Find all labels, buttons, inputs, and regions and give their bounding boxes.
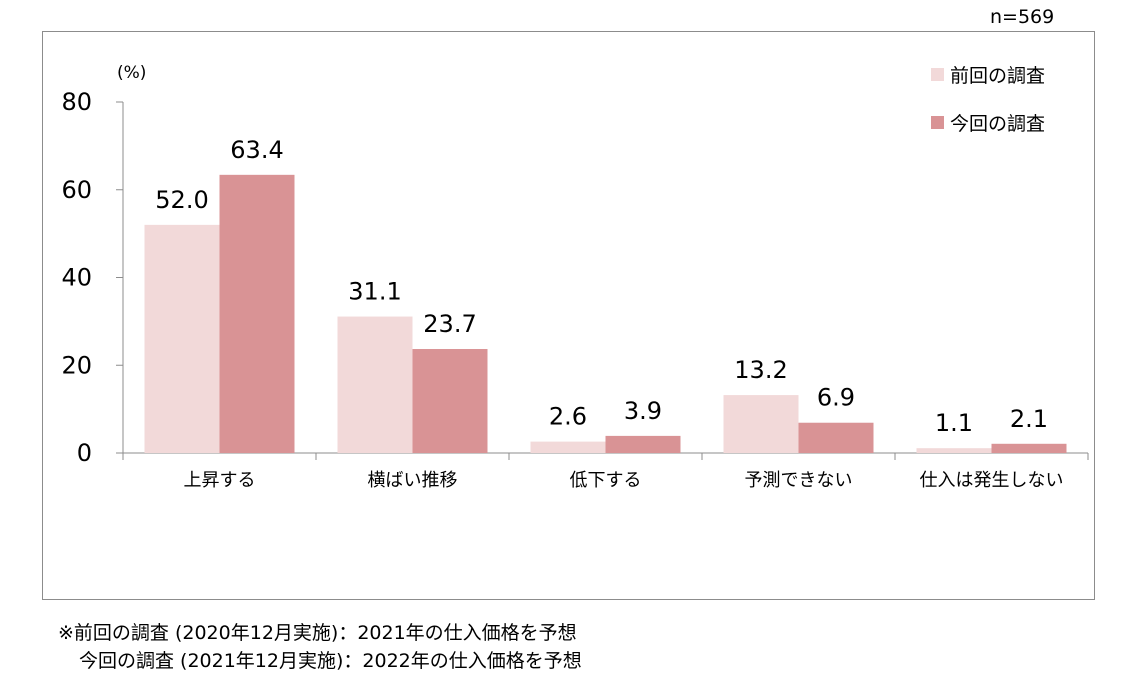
y-tick-label: 20 [61, 351, 92, 379]
y-tick-label: 80 [61, 88, 92, 116]
data-label: 13.2 [734, 356, 787, 384]
data-label: 1.1 [935, 409, 973, 437]
data-label: 3.9 [624, 397, 662, 425]
footnote-current-survey: 今回の調査 (2021年12月実施)：2022年の仕入価格を予想 [79, 650, 582, 672]
data-label: 2.6 [549, 403, 587, 431]
x-category-label: 予測できない [745, 470, 853, 491]
legend-label: 前回の調査 [950, 65, 1045, 87]
bar-current [412, 349, 488, 453]
bar-current [219, 174, 295, 453]
y-tick-label: 0 [77, 439, 92, 467]
data-label: 6.9 [817, 384, 855, 412]
x-category-label: 上昇する [184, 470, 256, 491]
legend-swatch [931, 68, 944, 81]
x-category-label: 横ばい推移 [368, 470, 458, 491]
bar-current [605, 435, 681, 453]
chart-frame [42, 31, 1095, 600]
data-label: 52.0 [155, 186, 208, 214]
y-tick-label: 40 [61, 264, 92, 292]
bar-previous [144, 224, 220, 453]
data-label: 23.7 [423, 310, 476, 338]
y-tick-label: 60 [61, 176, 92, 204]
legend-label: 今回の調査 [950, 113, 1045, 135]
sample-size-label: n=569 [990, 6, 1055, 28]
bar-previous [530, 441, 606, 453]
bar-current [991, 443, 1067, 453]
data-label: 31.1 [348, 278, 401, 306]
footnote-previous-survey: ※前回の調査 (2020年12月実施)：2021年の仕入価格を予想 [58, 622, 577, 644]
x-category-label: 低下する [570, 470, 642, 491]
bar-previous [916, 448, 992, 453]
legend-swatch [931, 116, 944, 129]
bar-previous [723, 395, 799, 453]
bar-current [798, 422, 874, 453]
x-category-label: 仕入は発生しない [920, 470, 1064, 491]
y-axis-unit-label: (%) [117, 63, 146, 83]
data-label: 63.4 [230, 136, 283, 164]
data-label: 2.1 [1010, 405, 1048, 433]
bar-previous [337, 316, 413, 453]
